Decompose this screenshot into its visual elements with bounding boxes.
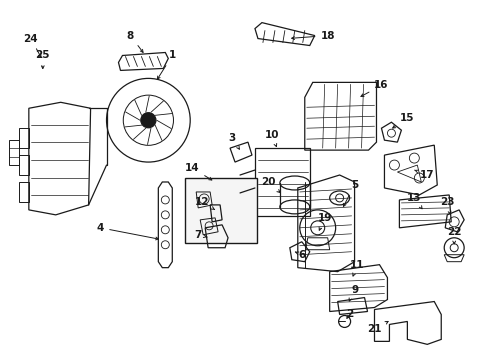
Bar <box>185 178 256 243</box>
Text: 15: 15 <box>392 113 414 128</box>
Text: 12: 12 <box>195 197 214 210</box>
Text: 2: 2 <box>346 310 352 319</box>
Text: 10: 10 <box>264 130 279 147</box>
Text: 23: 23 <box>439 197 453 214</box>
Text: 1: 1 <box>157 50 176 79</box>
Text: 19: 19 <box>317 213 331 230</box>
Bar <box>254 148 309 216</box>
Circle shape <box>141 113 156 128</box>
Text: 17: 17 <box>414 170 434 180</box>
Text: 5: 5 <box>343 180 358 206</box>
Text: 18: 18 <box>291 31 334 41</box>
Text: 4: 4 <box>97 223 158 240</box>
Text: 14: 14 <box>184 163 211 180</box>
Text: 8: 8 <box>126 31 143 53</box>
Text: 22: 22 <box>446 227 461 244</box>
Text: 20: 20 <box>260 177 279 192</box>
Text: 3: 3 <box>228 133 239 149</box>
Text: 7: 7 <box>194 230 207 240</box>
Text: 24: 24 <box>23 33 41 57</box>
Text: 25: 25 <box>36 50 50 68</box>
Text: 11: 11 <box>349 260 364 276</box>
Text: 13: 13 <box>406 193 421 209</box>
Text: 6: 6 <box>295 250 305 260</box>
Text: 9: 9 <box>348 284 357 301</box>
Text: 21: 21 <box>366 321 387 334</box>
Text: 16: 16 <box>360 80 388 96</box>
